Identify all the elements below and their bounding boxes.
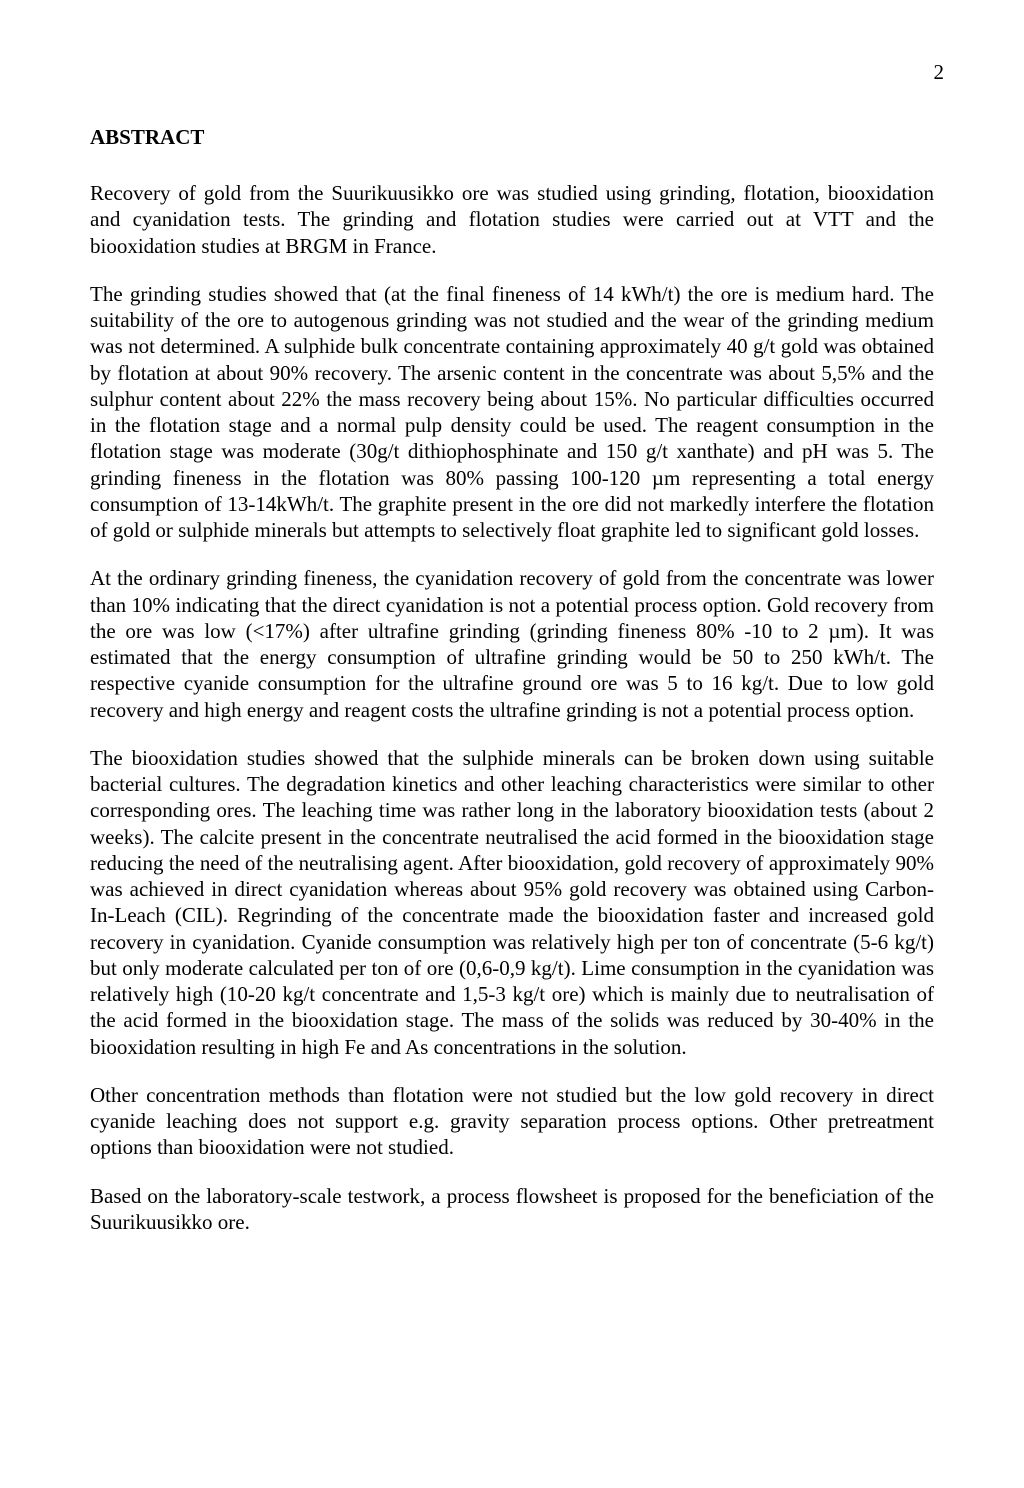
document-page: 2 ABSTRACT Recovery of gold from the Suu… <box>0 0 1024 1317</box>
paragraph-6: Based on the laboratory-scale testwork, … <box>90 1183 934 1236</box>
paragraph-1: Recovery of gold from the Suurikuusikko … <box>90 180 934 259</box>
abstract-heading: ABSTRACT <box>90 125 934 150</box>
paragraph-5: Other concentration methods than flotati… <box>90 1082 934 1161</box>
paragraph-4: The biooxidation studies showed that the… <box>90 745 934 1060</box>
paragraph-3: At the ordinary grinding fineness, the c… <box>90 565 934 723</box>
page-number: 2 <box>90 60 944 85</box>
paragraph-2: The grinding studies showed that (at the… <box>90 281 934 544</box>
